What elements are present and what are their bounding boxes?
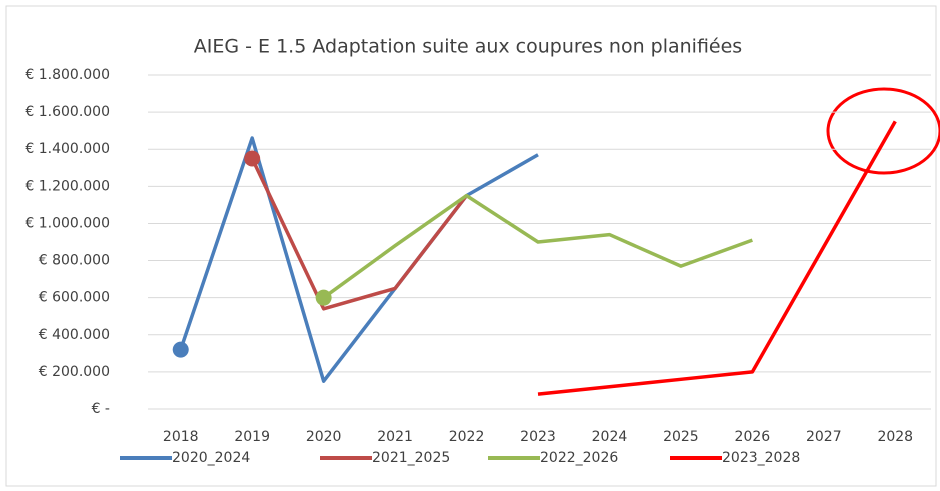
x-tick-label: 2027: [806, 429, 842, 445]
x-tick-label: 2022: [449, 429, 485, 445]
y-tick-label: € 800.000: [39, 253, 110, 269]
x-tick-label: 2021: [377, 429, 413, 445]
x-tick-label: 2028: [877, 429, 913, 445]
x-tick-label: 2023: [520, 429, 556, 445]
legend-label: 2021_2025: [372, 450, 450, 466]
series-marker: [172, 341, 189, 358]
x-tick-label: 2026: [735, 429, 771, 445]
y-tick-label: € 600.000: [39, 290, 110, 306]
x-tick-label: 2019: [234, 429, 270, 445]
y-tick-label: € 1.600.000: [25, 104, 110, 120]
series-marker: [244, 150, 261, 167]
series-line: [250, 157, 468, 311]
series-line: [537, 120, 897, 396]
legend-label: 2023_2028: [722, 450, 800, 466]
y-tick-label: € 1.200.000: [25, 178, 110, 194]
y-tick-label: € 1.400.000: [25, 141, 110, 157]
series-line: [322, 193, 753, 300]
x-tick-label: 2025: [663, 429, 699, 445]
y-tick-label: € -: [92, 401, 110, 417]
y-tick-label: € 1.000.000: [25, 215, 110, 231]
y-tick-label: € 200.000: [39, 364, 110, 380]
chart-title: AIEG - E 1.5 Adaptation suite aux coupur…: [194, 36, 742, 58]
x-tick-label: 2018: [163, 429, 199, 445]
chart-frame: [5, 5, 937, 487]
series-line: [179, 136, 539, 383]
legend-label: 2020_2024: [172, 450, 250, 466]
x-tick-label: 2024: [592, 429, 628, 445]
y-tick-label: € 400.000: [39, 327, 110, 343]
legend-label: 2022_2026: [540, 450, 618, 466]
series-marker: [315, 289, 332, 306]
x-tick-label: 2020: [306, 429, 342, 445]
y-tick-label: € 1.800.000: [25, 67, 110, 83]
highlight-circle: [826, 87, 940, 175]
